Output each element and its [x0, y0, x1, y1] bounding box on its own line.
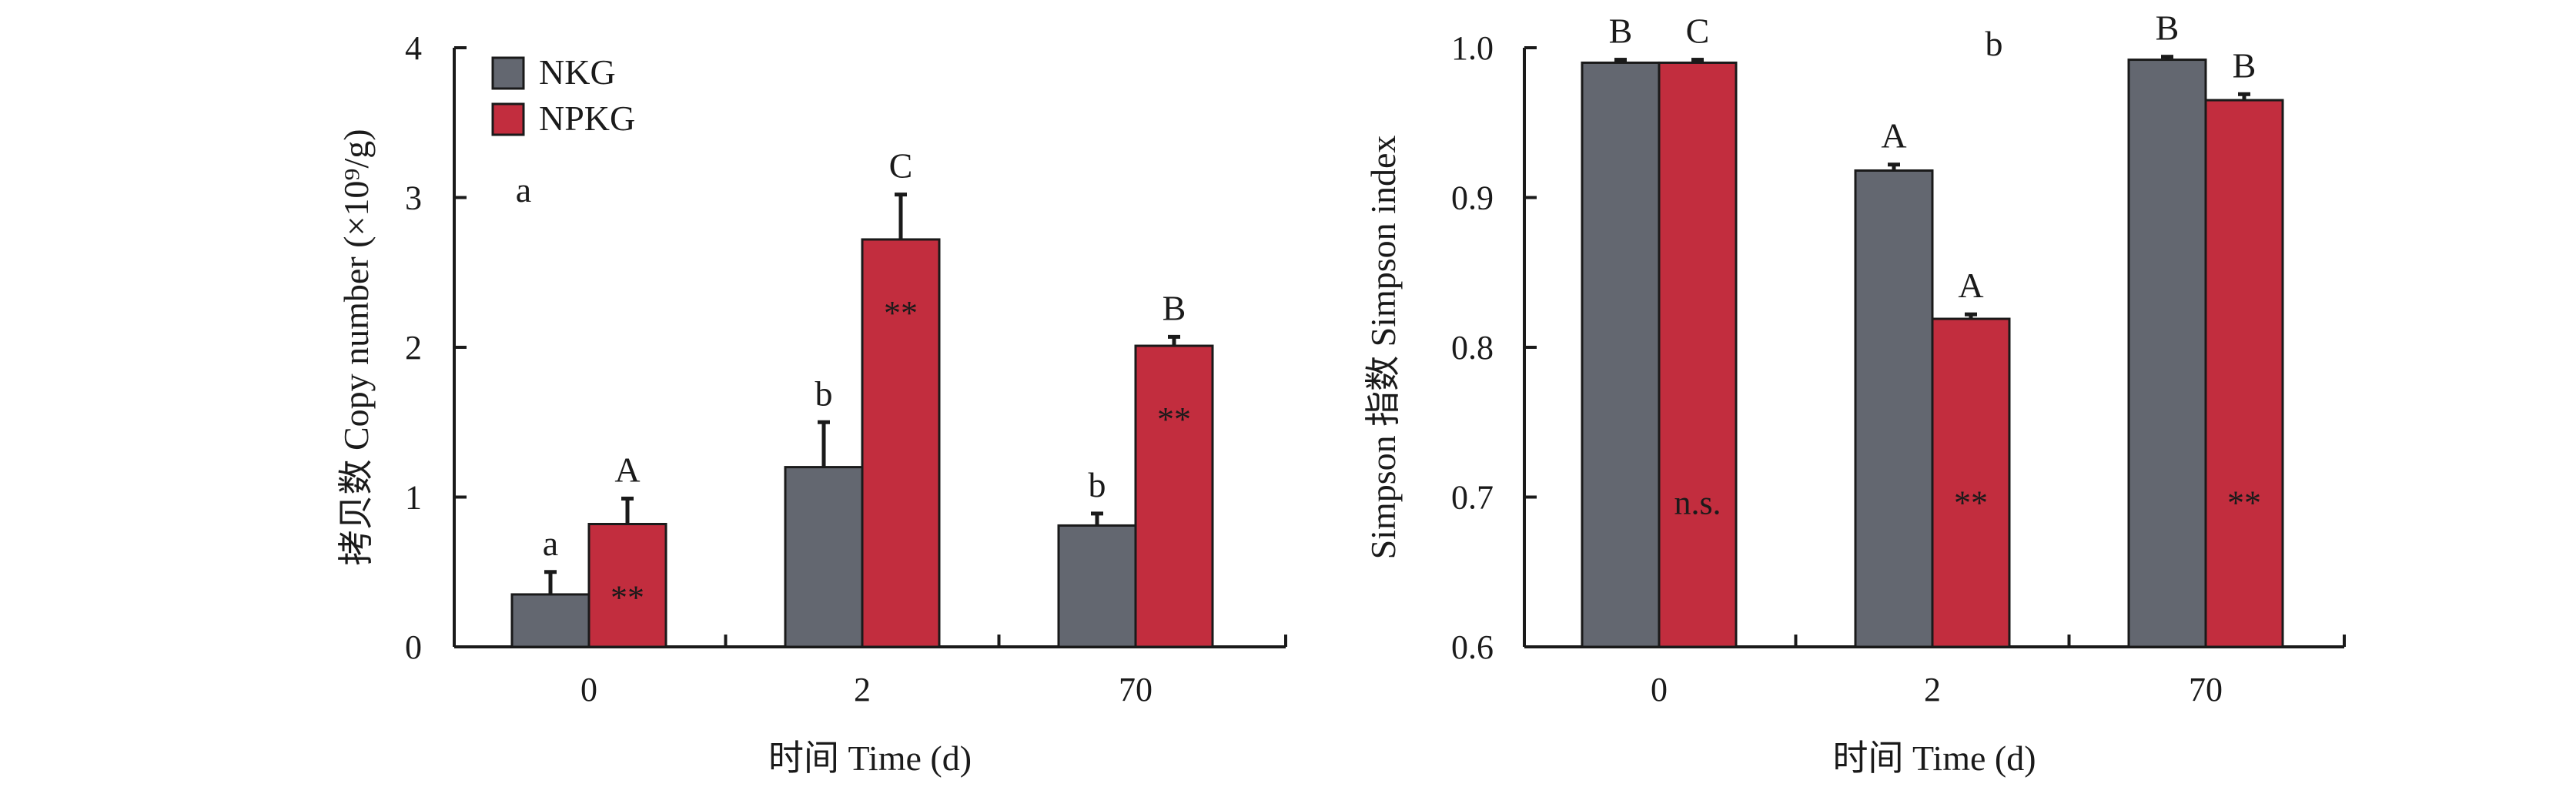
significance-letter: C	[889, 146, 913, 186]
bar-inner-label: **	[2227, 484, 2261, 522]
bar-nkg-day-2	[784, 466, 864, 648]
x-tick-label: 70	[2189, 671, 2223, 708]
significance-letter: A	[1881, 116, 1906, 156]
bar-inner-label: **	[1954, 484, 1988, 522]
bar-inner-label: **	[611, 579, 644, 617]
panel-label: a	[516, 170, 531, 209]
y-tick-label: 0.7	[1451, 479, 1494, 517]
x-axis-title: 时间 Time (d)	[768, 738, 972, 778]
y-tick-label: 0.9	[1451, 179, 1494, 217]
significance-letter: B	[1163, 288, 1186, 327]
bar-npkg-day-0	[587, 523, 667, 648]
bar-nkg-day-0	[1581, 61, 1661, 648]
bar-inner-label: **	[1157, 400, 1191, 438]
significance-letter: A	[614, 450, 640, 489]
chart-panel-simpson-index: 0.6 0.7 0.8 0.9 1.0 0 2 70 B A B Cn.s. A ** B ** b Simpso…	[1363, 8, 2346, 778]
significance-letter: a	[543, 524, 558, 563]
y-tick-label: 0	[405, 628, 422, 666]
legend-swatch-npkg	[491, 102, 525, 136]
bar-npkg-day-0	[1658, 61, 1738, 648]
x-tick-label: 0	[1651, 671, 1668, 708]
legend-label-nkg: NKG	[539, 52, 616, 92]
bar-nkg-day-70	[2127, 59, 2207, 648]
bar-npkg-day-70	[2204, 99, 2284, 648]
significance-letter: b	[815, 373, 833, 413]
significance-letter: B	[1609, 12, 1633, 51]
legend-swatch-nkg	[491, 56, 525, 90]
x-tick-label: 2	[854, 671, 871, 708]
significance-letter: b	[1089, 465, 1106, 504]
x-tick-label: 0	[580, 671, 597, 708]
bar-inner-label: n.s.	[1674, 484, 1721, 522]
y-tick-label: 2	[405, 329, 422, 367]
y-tick-label: 3	[405, 179, 422, 217]
bar-inner-label: **	[884, 294, 918, 332]
bar-npkg-day-2	[1931, 317, 2011, 648]
bar-npkg-day-2	[861, 238, 941, 648]
significance-letter: B	[2156, 8, 2180, 48]
y-tick-label: 4	[405, 29, 422, 67]
bar-nkg-day-70	[1057, 524, 1137, 648]
bar-nkg-day-0	[510, 593, 590, 648]
bar-nkg-day-2	[1854, 169, 1934, 648]
y-tick-label: 1.0	[1451, 29, 1494, 67]
significance-letter: B	[2233, 45, 2257, 85]
bar-npkg-day-70	[1134, 344, 1214, 648]
panel-label: b	[1986, 24, 2003, 63]
x-tick-label: 2	[1924, 671, 1941, 708]
y-axis-title: 拷贝数 Copy number (×10⁹/g)	[336, 129, 376, 565]
y-tick-label: 1	[405, 479, 422, 517]
y-axis-title: Simpson 指数 Simpson index	[1363, 136, 1403, 560]
chart-panel-copy-number: 0 1 2 3 4 0 2 70 a b b A ** C ** B ** a 拷贝数 Copy number (×…	[336, 29, 1287, 778]
y-tick-label: 0.8	[1451, 329, 1494, 367]
significance-letter: C	[1686, 12, 1710, 51]
legend-label-npkg: NPKG	[539, 99, 635, 138]
x-axis-title: 时间 Time (d)	[1832, 738, 2036, 778]
x-tick-label: 70	[1119, 671, 1153, 708]
significance-letter: A	[1958, 266, 1983, 305]
y-tick-label: 0.6	[1451, 628, 1494, 666]
legend: NKG NPKG	[491, 52, 635, 138]
